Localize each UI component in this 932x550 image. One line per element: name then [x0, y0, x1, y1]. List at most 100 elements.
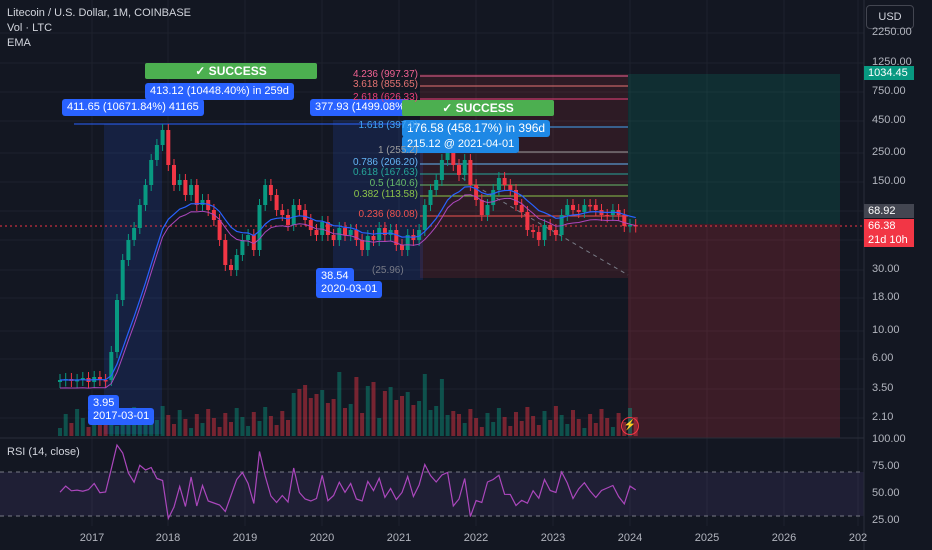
volume-bar: [382, 391, 387, 436]
volume-bar: [137, 416, 142, 436]
candle-body: [240, 240, 245, 255]
volume-bar: [422, 374, 427, 436]
volume-legend: Vol · LTC: [7, 22, 53, 34]
low-1-value: 3.95: [88, 395, 120, 412]
candle-body: [588, 205, 593, 207]
volume-bar: [371, 382, 376, 436]
fib-level-label: 1.618 (397.0): [358, 120, 419, 131]
time-tick-label: 2018: [155, 532, 181, 544]
candle-body: [525, 212, 530, 230]
candle-body: [633, 225, 638, 227]
range-label-3: 377.93 (1499.08%: [310, 99, 410, 116]
candle-body: [143, 185, 148, 205]
candle-body: [354, 230, 359, 240]
volume-bar: [297, 389, 302, 436]
candle-body: [189, 185, 194, 195]
time-tick-label: 2024: [617, 532, 643, 544]
fib-level-label: 0.382 (113.58): [353, 189, 418, 200]
candle-body: [485, 205, 490, 215]
volume-bar: [593, 423, 598, 436]
time-tick-label: 2022: [463, 532, 489, 544]
volume-bar: [286, 420, 290, 436]
candle-body: [132, 228, 137, 240]
candle-body: [183, 180, 188, 195]
volume-bar: [320, 390, 325, 436]
volume-bar: [445, 415, 450, 436]
candle-body: [468, 160, 473, 185]
candle-body: [331, 235, 336, 240]
low-2-date: 2020-03-01: [316, 281, 383, 298]
candle-body: [439, 160, 444, 180]
volume-bar: [337, 372, 342, 436]
volume-bar: [223, 413, 228, 436]
candle-body: [251, 235, 256, 250]
candle-body: [268, 185, 273, 195]
volume-bar: [154, 420, 159, 436]
chart-title: Litecoin / U.S. Dollar, 1M, COINBASE: [7, 7, 192, 19]
volume-bar: [291, 393, 296, 436]
volume-bar: [257, 421, 262, 436]
volume-bar: [206, 409, 211, 436]
lightning-icon[interactable]: ⚡: [621, 417, 639, 435]
candle-body: [223, 240, 228, 265]
currency-button[interactable]: USD: [866, 5, 914, 29]
volume-bar: [172, 424, 176, 436]
candle-body: [149, 160, 154, 185]
fib-level-label: 1 (255.2): [377, 145, 418, 156]
candle-body: [377, 228, 382, 240]
time-tick-label: 2025: [694, 532, 720, 544]
volume-bar: [417, 401, 422, 436]
candle-body: [508, 185, 513, 190]
rsi-tick-label: 75.00: [872, 460, 900, 472]
candle-body: [434, 180, 439, 190]
volume-bar: [166, 415, 171, 436]
volume-bar: [394, 400, 399, 436]
candle-body: [548, 225, 553, 230]
price-tick-label: 6.00: [872, 352, 894, 364]
candle-body: [115, 300, 119, 352]
candle-body: [314, 230, 319, 235]
candle-body: [542, 225, 547, 240]
volume-bar: [80, 418, 85, 436]
current-price-tag: 66.38: [864, 219, 914, 233]
volume-bar: [314, 394, 319, 436]
volume-bar: [531, 416, 536, 436]
volume-bar: [468, 409, 473, 436]
candle-body: [571, 205, 575, 210]
candle-body: [229, 265, 233, 270]
candle-body: [166, 130, 171, 165]
price-tick-label: 750.00: [872, 85, 906, 97]
range-label-2: 411.65 (10671.84%) 41165: [62, 99, 204, 116]
rsi-line: [59, 443, 637, 521]
candle-body: [58, 380, 62, 382]
volume-bar: [616, 413, 621, 436]
volume-bar: [246, 426, 251, 436]
candle-body: [593, 205, 598, 210]
candle-body: [457, 165, 461, 175]
low-2-side: (25.96): [372, 265, 404, 276]
candle-body: [172, 165, 176, 185]
candle-body: [514, 190, 518, 205]
fib-lines: [420, 75, 628, 217]
volume-bar: [542, 411, 547, 436]
candle-body: [422, 205, 427, 230]
candle-body: [257, 205, 262, 250]
volume-bar: [348, 404, 353, 436]
range-label-4-sub: 215.12 @ 2021-04-01: [402, 136, 520, 153]
volume-bar: [183, 419, 188, 436]
rsi-tick-label: 50.00: [872, 487, 900, 499]
candle-body: [303, 210, 308, 220]
volume-bar: [565, 424, 570, 436]
price-tick-label: 3.50: [872, 382, 894, 394]
volume-bar: [58, 428, 62, 436]
candle-body: [400, 245, 404, 250]
candle-body: [553, 230, 558, 235]
candle-body: [109, 352, 114, 380]
volume-bar: [605, 418, 610, 436]
volume-bar: [211, 418, 216, 436]
price-tick-label: 2.10: [872, 411, 894, 423]
candle-body: [360, 240, 365, 250]
fib-level-label: 0.236 (80.08): [358, 209, 419, 220]
range-box-1: [104, 124, 162, 434]
